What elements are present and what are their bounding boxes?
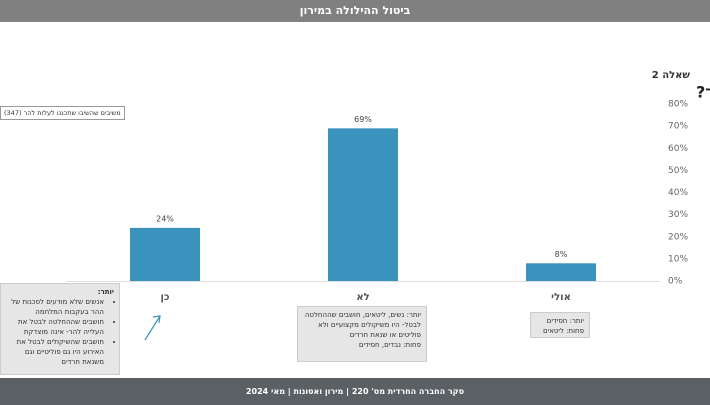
chart-title: האם את/ה מתכוון/ת בכל זאת לנסות לעלות לר… xyxy=(696,83,710,102)
footer: סקר החברה החרדית מס' 220 | מירון ואסונות… xyxy=(0,378,710,405)
x-tick-label: אולי xyxy=(551,292,571,303)
note-heading: יותר: xyxy=(97,288,114,296)
bar xyxy=(526,263,596,281)
header: ביטול ההילולה במירון xyxy=(0,0,710,22)
value-label: 69% xyxy=(354,115,372,124)
value-label: 8% xyxy=(555,250,568,259)
note-item: אנשים שלא מודעים לסכנות של ההר בעקבות המ… xyxy=(6,297,104,317)
y-tick-label: 20% xyxy=(668,232,688,242)
arrow xyxy=(144,315,161,341)
y-tick-label: 40% xyxy=(668,188,688,198)
note-line: יותר: נשים, ליטאים, חושבים שההחלטה לבטל-… xyxy=(304,311,421,339)
note-item: חושבים שההחלטה לבטל את העלייה להר- אינה … xyxy=(6,317,104,337)
note-line: פחות: ליטאים xyxy=(542,327,584,335)
bar xyxy=(130,227,200,281)
y-tick-label: 30% xyxy=(668,210,688,220)
value-label: 24% xyxy=(156,214,174,223)
note-box: יותר: חסידים פחות: ליטאים xyxy=(530,312,590,338)
note-box: יותר: נשים, ליטאים, חושבים שההחלטה לבטל-… xyxy=(297,306,427,362)
note-item: חושבים שהשיקולים לבטל את האירוע היו גם פ… xyxy=(6,337,104,367)
bar xyxy=(328,128,398,281)
y-tick-label: 0% xyxy=(668,277,683,287)
x-tick-label: לא xyxy=(356,292,369,303)
base-note: משיבים שהשיבו שתכננו לעלות להר (347) xyxy=(0,106,125,120)
y-tick-label: 70% xyxy=(668,122,688,132)
note-line: יותר: חסידים xyxy=(546,317,584,325)
note-list: אנשים שלא מודעים לסכנות של ההר בעקבות המ… xyxy=(6,297,114,367)
y-tick-label: 60% xyxy=(668,144,688,154)
question-number: שאלה 2 xyxy=(652,70,691,81)
note-line: פחות: נבדים, חסידים xyxy=(358,341,421,349)
y-tick-label: 50% xyxy=(668,166,688,176)
y-tick-label: 80% xyxy=(668,100,688,110)
x-tick-label: כן xyxy=(160,292,169,303)
note-box: יותר: אנשים שלא מודעים לסכנות של ההר בעק… xyxy=(0,283,120,375)
y-tick-label: 10% xyxy=(668,254,688,264)
arrow-head xyxy=(152,315,161,324)
